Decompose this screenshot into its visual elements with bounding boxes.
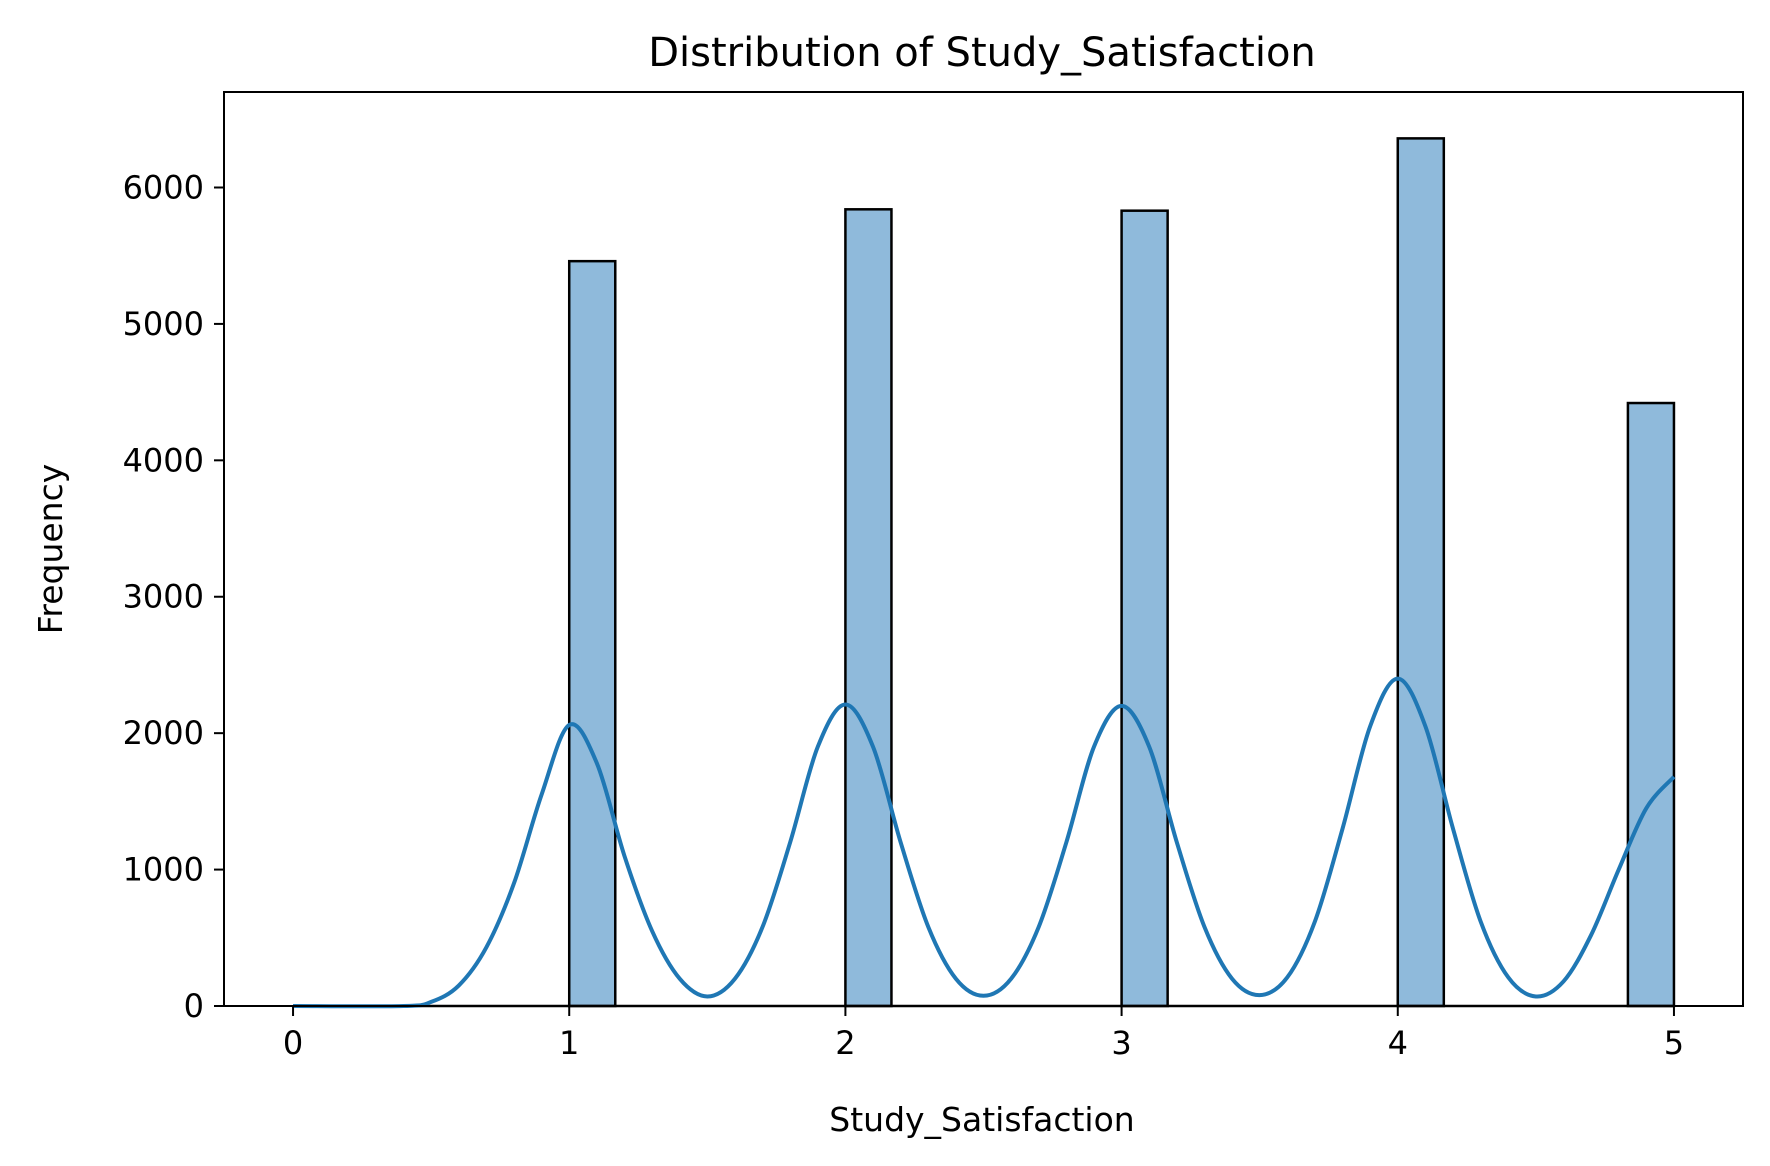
y-tick-label: 1000	[123, 851, 204, 889]
y-tick-label: 4000	[123, 441, 204, 479]
y-axis-label: Frequency	[31, 464, 70, 634]
x-tick-label: 2	[835, 1024, 855, 1062]
kde-curve	[293, 676, 1676, 1009]
x-tick-label: 0	[283, 1024, 303, 1062]
histogram-bar	[1626, 401, 1676, 1008]
histogram-bar	[844, 208, 893, 1008]
x-tick-label: 3	[1111, 1024, 1131, 1062]
y-tick-label: 6000	[123, 168, 204, 206]
y-axis: 0 1000 2000 3000 4000 5000 6000	[123, 168, 224, 1025]
y-tick-label: 0	[184, 987, 204, 1025]
chart-title: Distribution of Study_Satisfaction	[648, 30, 1316, 76]
histogram-bar	[1396, 137, 1446, 1008]
y-tick-label: 2000	[123, 714, 204, 752]
x-tick-label: 1	[559, 1024, 579, 1062]
histogram-bar	[1120, 209, 1169, 1008]
bars-layer	[293, 137, 1676, 1008]
x-tick-label: 5	[1664, 1024, 1684, 1062]
kde-layer	[293, 676, 1676, 1009]
y-tick-label: 5000	[123, 305, 204, 343]
x-tick-label: 4	[1388, 1024, 1408, 1062]
y-tick-label: 3000	[123, 578, 204, 616]
histogram-bar	[567, 259, 617, 1008]
x-axis: 0 1 2 3 4 5	[283, 1006, 1684, 1062]
x-axis-label: Study_Satisfaction	[829, 1100, 1134, 1139]
plot-frame	[223, 91, 1744, 1007]
